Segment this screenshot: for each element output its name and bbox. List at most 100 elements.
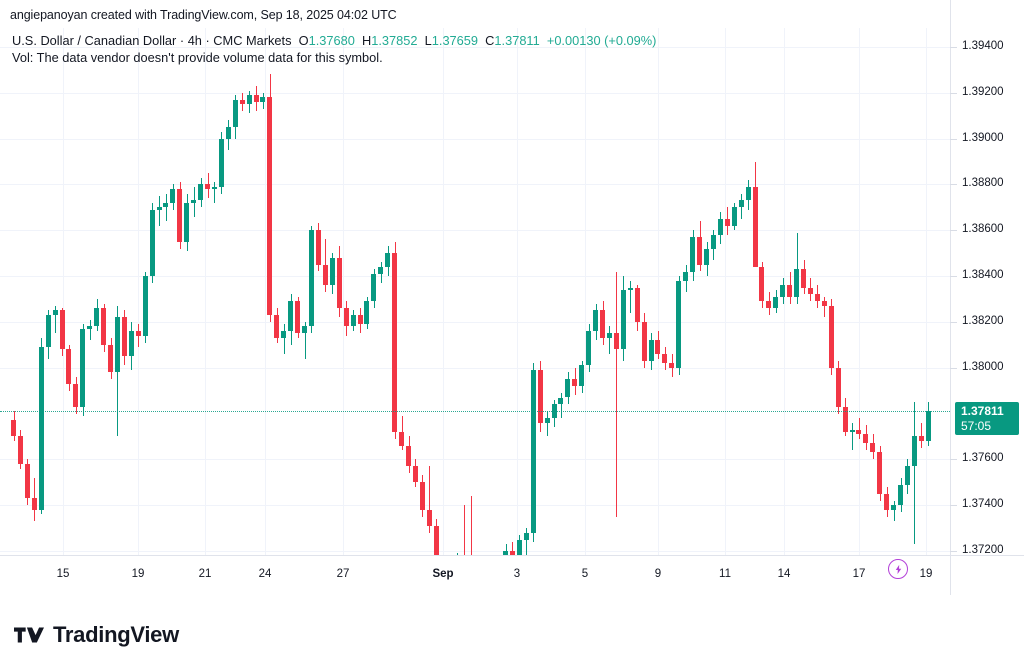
- candle-body: [281, 331, 286, 338]
- price-axis-tick: 1.38600: [962, 223, 1004, 236]
- gridline-vertical: [443, 28, 444, 555]
- gridline-horizontal: [0, 505, 950, 506]
- time-axis[interactable]: 15 19 21 24 27 Sep 3 5 9 11 14 17 19: [0, 555, 1024, 595]
- candle-body: [759, 266, 764, 302]
- candle-body: [912, 436, 917, 467]
- candle-body: [288, 301, 293, 332]
- attribution-text: angiepanoyan created with TradingView.co…: [10, 8, 397, 22]
- gridline-vertical: [859, 28, 860, 555]
- candle-body: [122, 317, 127, 357]
- legend-open-value: 1.37680: [308, 33, 355, 48]
- legend-change: +0.00130: [546, 33, 601, 48]
- candle-wick: [859, 418, 860, 439]
- gridline-vertical: [585, 28, 586, 555]
- candle-wick: [526, 528, 527, 555]
- candle-body: [649, 340, 654, 361]
- candle-body: [247, 95, 252, 105]
- candle-body: [177, 189, 182, 242]
- candle-body: [850, 429, 855, 432]
- current-price-value: 1.37811: [961, 404, 1004, 418]
- candle-body: [517, 539, 522, 555]
- legend-title-row: U.S. Dollar / Canadian Dollar · 4h · CMC…: [12, 32, 656, 49]
- time-axis-tick: 19: [919, 568, 933, 580]
- legend-low-value: 1.37659: [431, 33, 479, 48]
- price-axis-tick: 1.37400: [962, 498, 1004, 511]
- candle-body: [586, 331, 591, 366]
- gridline-horizontal: [0, 93, 950, 94]
- gridline-vertical: [343, 28, 344, 555]
- candle-body: [863, 434, 868, 444]
- candle-wick: [609, 326, 610, 354]
- candle-body: [191, 200, 196, 203]
- candle-body: [39, 347, 44, 510]
- candle-body: [163, 202, 168, 208]
- candle-body: [538, 370, 543, 423]
- candle-body: [53, 310, 58, 316]
- candle-body: [108, 344, 113, 373]
- gridline-vertical: [725, 28, 726, 555]
- candle-body: [427, 509, 432, 526]
- candle-body: [94, 308, 99, 327]
- candle-body: [358, 315, 363, 325]
- price-axis[interactable]: 1.39400 1.39200 1.39000 1.38800 1.38600 1.384…: [950, 0, 1024, 665]
- candle-body: [787, 285, 792, 297]
- current-price-badge: 1.37811 57:05: [955, 402, 1019, 435]
- legend-high-label: H: [362, 33, 372, 48]
- candle-body: [316, 230, 321, 265]
- price-axis-dash: [950, 459, 957, 460]
- candle-wick: [55, 305, 56, 334]
- price-axis-dash: [950, 276, 957, 277]
- candle-body: [766, 301, 771, 309]
- candle-body: [808, 287, 813, 295]
- candle-body: [503, 551, 508, 555]
- price-axis-tick: 1.38000: [962, 360, 1004, 373]
- candle-body: [129, 331, 134, 357]
- candle-body: [565, 379, 570, 398]
- candlestick-series: [0, 28, 950, 555]
- candle-body: [66, 349, 71, 384]
- time-axis-tick: 17: [852, 568, 866, 580]
- candle-body: [219, 138, 224, 187]
- candle-body: [434, 525, 439, 555]
- candle-wick: [506, 544, 507, 555]
- candle-body: [302, 326, 307, 334]
- legend-open-label: O: [298, 33, 309, 48]
- candle-body: [780, 285, 785, 297]
- gridline-horizontal: [0, 368, 950, 369]
- candle-body: [337, 257, 342, 309]
- legend-interval: 4h: [187, 33, 202, 48]
- candle-body: [198, 184, 203, 201]
- gridline-vertical: [138, 28, 139, 555]
- candle-wick: [921, 422, 922, 448]
- candle-body: [150, 209, 155, 277]
- candle-body: [115, 317, 120, 373]
- price-axis-dash: [950, 47, 957, 48]
- candle-body: [101, 308, 106, 345]
- chart-plot-area[interactable]: [0, 28, 950, 555]
- candle-body: [614, 333, 619, 350]
- candle-body: [739, 200, 744, 208]
- chart-legend: U.S. Dollar / Canadian Dollar · 4h · CMC…: [12, 32, 656, 66]
- candle-wick: [512, 541, 513, 555]
- candle-wick: [852, 422, 853, 451]
- time-axis-divider: [0, 555, 1024, 556]
- lightning-bolt-icon[interactable]: [888, 559, 908, 579]
- candle-body: [254, 95, 259, 102]
- candle-wick: [457, 553, 458, 555]
- candle-body: [718, 218, 723, 235]
- candle-body: [351, 315, 356, 327]
- time-axis-tick: 5: [581, 568, 589, 580]
- candle-body: [642, 321, 647, 361]
- candle-wick: [214, 182, 215, 203]
- candle-body: [531, 370, 536, 533]
- grid-layer: [0, 28, 950, 555]
- candle-body: [309, 230, 314, 327]
- candle-wick: [894, 500, 895, 522]
- candle-body: [746, 186, 751, 201]
- candle-body: [233, 99, 238, 128]
- candle-body: [593, 310, 598, 332]
- candle-body: [545, 418, 550, 423]
- candle-body: [856, 429, 861, 435]
- candle-body: [711, 234, 716, 249]
- candle-body: [143, 276, 148, 336]
